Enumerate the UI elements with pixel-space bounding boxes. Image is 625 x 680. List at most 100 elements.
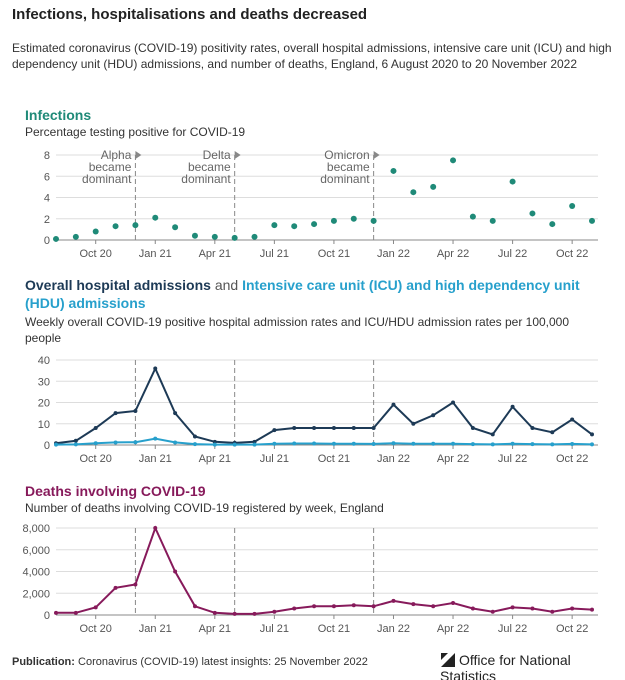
- line-point: [351, 426, 356, 430]
- line-point: [431, 441, 436, 446]
- x-tick-label: Apr 21: [199, 453, 231, 465]
- x-tick-label: Oct 22: [556, 623, 588, 635]
- annotation-text: Omicron: [324, 148, 369, 162]
- logo-text: Office for National Statistics: [440, 652, 571, 680]
- x-tick-label: Jan 21: [139, 623, 172, 635]
- x-tick-label: Oct 21: [318, 248, 350, 260]
- line-point: [570, 417, 575, 422]
- data-point: [410, 189, 417, 196]
- page-title: Infections, hospitalisations and deaths …: [12, 6, 368, 23]
- line-point: [252, 439, 257, 444]
- y-tick-label: 2: [44, 214, 50, 226]
- line-point: [490, 432, 495, 437]
- x-tick-label: Apr 21: [199, 248, 231, 260]
- x-tick-label: Oct 20: [80, 248, 112, 260]
- logo-icon: [441, 653, 455, 667]
- chart-subtitle: Weekly overall COVID-19 positive hospita…: [25, 315, 570, 345]
- data-point: [172, 224, 179, 231]
- line-point: [451, 441, 456, 446]
- annotation-text: became: [327, 160, 370, 174]
- y-tick-label: 10: [38, 419, 50, 431]
- series-line: [55, 437, 593, 446]
- line-point: [331, 604, 336, 609]
- data-point: [529, 210, 536, 217]
- line-point: [530, 442, 535, 447]
- x-tick-label: Apr 21: [199, 623, 231, 635]
- annotation-text: Alpha: [101, 148, 132, 162]
- line-point: [550, 609, 555, 614]
- line-point: [73, 438, 78, 443]
- line-point: [232, 611, 237, 616]
- data-point: [53, 235, 59, 242]
- data-point: [489, 217, 496, 224]
- y-tick-label: 4: [44, 193, 50, 205]
- line-point: [470, 426, 475, 430]
- data-point: [132, 222, 139, 229]
- series-line: [56, 525, 593, 615]
- line-point: [371, 604, 376, 609]
- line-point: [470, 442, 475, 447]
- data-point: [430, 183, 437, 190]
- line-point: [113, 440, 118, 445]
- data-point: [72, 233, 79, 240]
- data-point: [112, 223, 119, 230]
- y-tick-label: 4,000: [22, 567, 50, 579]
- line-point: [411, 441, 416, 446]
- line-point: [252, 442, 257, 447]
- line-point: [73, 610, 78, 615]
- x-tick-label: Jul 21: [260, 248, 289, 260]
- x-tick-label: Apr 22: [437, 453, 469, 465]
- y-tick-label: 0: [44, 440, 50, 452]
- line-point: [73, 442, 78, 447]
- line-point: [312, 604, 317, 609]
- y-tick-label: 20: [38, 398, 50, 410]
- line-point: [153, 436, 158, 441]
- y-tick-label: 0: [44, 610, 50, 622]
- line-point: [351, 441, 356, 446]
- data-point: [569, 203, 576, 209]
- x-tick-label: Jul 22: [498, 623, 527, 635]
- line-point: [93, 441, 98, 446]
- annotation-text: became: [89, 160, 132, 174]
- line-point: [133, 440, 138, 445]
- x-tick-label: Oct 21: [318, 453, 350, 465]
- footer-text: Coronavirus (COVID-19) latest insights: …: [78, 656, 368, 668]
- annotation-text: dominant: [320, 172, 370, 186]
- line-point: [173, 569, 178, 574]
- line-point: [510, 441, 515, 446]
- chart-subtitle: Percentage testing positive for COVID-19: [25, 125, 246, 139]
- line-point: [371, 441, 376, 446]
- data-point: [231, 234, 238, 241]
- line-point: [490, 609, 495, 614]
- line-point: [192, 604, 197, 609]
- x-tick-label: Jul 21: [260, 623, 289, 635]
- line-point: [331, 441, 336, 446]
- line-point: [431, 604, 436, 609]
- x-tick-label: Oct 21: [318, 623, 350, 635]
- line-point: [371, 426, 376, 430]
- x-tick-label: Jan 21: [139, 248, 172, 260]
- data-point: [549, 221, 556, 228]
- footer: Publication: Coronavirus (COVID-19) late…: [12, 656, 368, 668]
- data-point: [291, 223, 298, 230]
- line-point: [54, 442, 58, 447]
- line-point: [550, 442, 555, 447]
- annotation-marker: [373, 151, 380, 159]
- annotation-text: Delta: [203, 148, 231, 162]
- line-point: [451, 601, 456, 606]
- x-tick-label: Oct 22: [556, 453, 588, 465]
- title-joiner: and: [214, 277, 239, 293]
- line-point: [490, 442, 495, 447]
- x-tick-label: Jan 22: [377, 453, 410, 465]
- footer-label: Publication:: [12, 656, 75, 668]
- y-tick-label: 30: [38, 376, 50, 388]
- line-point: [212, 610, 217, 615]
- data-point: [152, 214, 159, 221]
- x-tick-label: Jan 22: [377, 623, 410, 635]
- line-point: [272, 609, 277, 614]
- chart-title: Infections: [25, 107, 92, 123]
- chart-title: Overall hospital admissions and Intensiv…: [25, 276, 610, 312]
- line-point: [570, 441, 575, 446]
